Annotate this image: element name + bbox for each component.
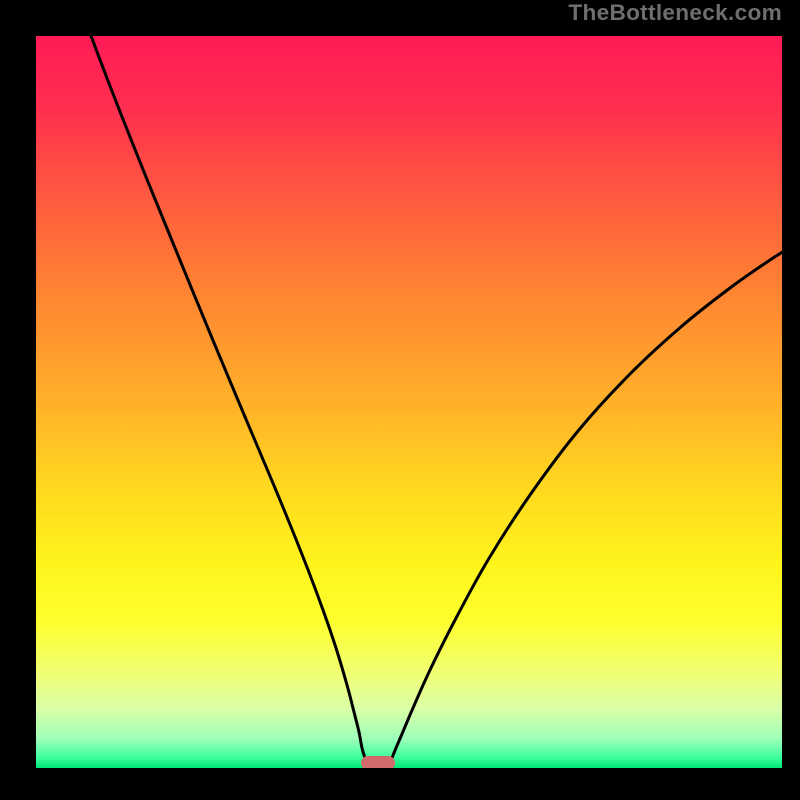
gradient-background xyxy=(36,36,782,768)
bottleneck-chart: TheBottleneck.com xyxy=(0,0,800,800)
optimal-marker xyxy=(361,756,395,770)
plot-area xyxy=(36,17,786,770)
watermark-text: TheBottleneck.com xyxy=(568,0,782,25)
